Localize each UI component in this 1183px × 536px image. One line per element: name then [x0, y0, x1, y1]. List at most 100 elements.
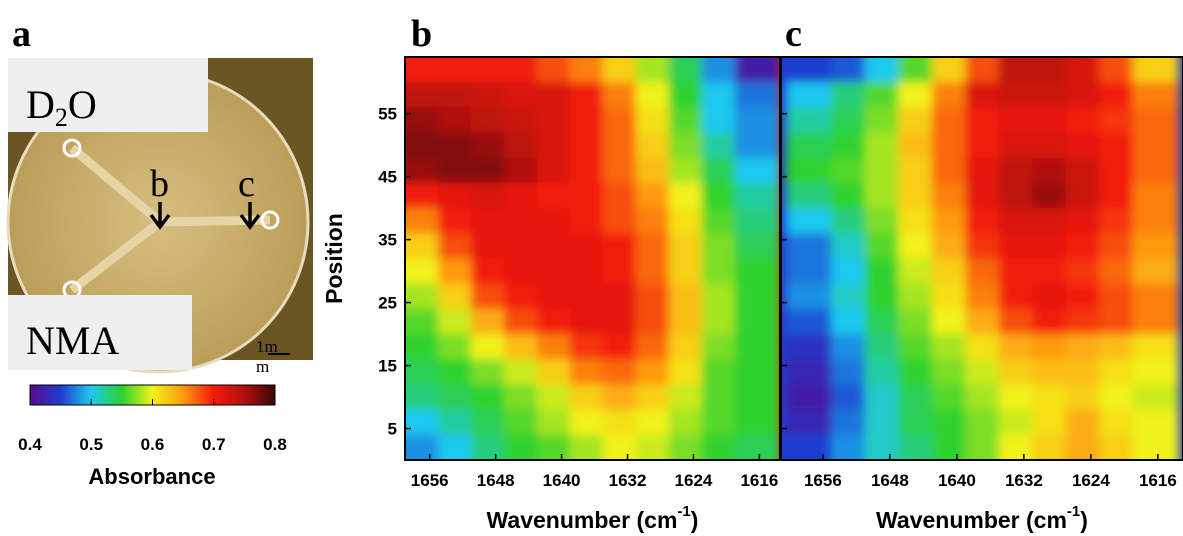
heatmap-cell — [437, 359, 472, 386]
heatmap-cell — [701, 334, 736, 361]
x-tick-label: 1624 — [1072, 471, 1110, 490]
heatmap-cell — [785, 308, 833, 336]
arrow — [239, 202, 261, 230]
heatmap-cell — [602, 384, 637, 411]
plot-area — [781, 57, 1183, 460]
heatmap-cell — [785, 208, 833, 235]
heatmap-cell — [437, 57, 472, 84]
heatmap-cell — [569, 182, 604, 210]
heatmap-cell — [998, 82, 1034, 109]
y-tick-label: 55 — [378, 105, 397, 124]
heatmap-cell — [602, 132, 637, 159]
heatmap-cell — [1065, 409, 1101, 436]
heatmap-cell — [831, 107, 866, 134]
heatmap-cell — [701, 283, 736, 310]
heatmap-cell — [635, 157, 670, 184]
heatmap-cell — [602, 308, 637, 336]
heatmap-cell — [864, 283, 900, 310]
heatmap-cell — [965, 359, 1000, 386]
heatmap-cell — [1032, 208, 1067, 235]
heatmap-cell — [998, 434, 1034, 460]
heatmap-cell — [701, 233, 736, 260]
heatmap-cell — [536, 182, 571, 210]
heatmap-cell — [635, 233, 670, 260]
label-main: D — [26, 82, 55, 127]
heatmap-cell — [668, 283, 703, 310]
heatmap-cell — [1132, 334, 1180, 361]
heatmap-cell — [898, 434, 933, 460]
heatmap-cell — [635, 208, 670, 235]
heatmap-cell — [536, 409, 571, 436]
heatmap-cell — [734, 157, 780, 184]
heatmap-cell — [701, 434, 736, 460]
heatmap-cell — [1065, 384, 1101, 411]
heatmap-cell — [405, 182, 439, 210]
heatmap-cell — [536, 384, 571, 411]
heatmap-cell — [898, 283, 933, 310]
heatmap-cell — [734, 182, 780, 210]
colorbar-tick-label: 0.5 — [79, 435, 103, 454]
x-axis-title-main: Wavenumber (cm — [487, 507, 678, 533]
heatmap-cell — [864, 157, 900, 184]
x-tick-label: 1640 — [543, 471, 581, 490]
heatmap-cell — [931, 57, 967, 84]
panel-label: a — [12, 13, 31, 55]
heatmap-cell — [1032, 233, 1067, 260]
heatmap-cell — [931, 384, 967, 411]
colorbar-title: Absorbance — [88, 464, 215, 489]
y-axis-title: Position — [321, 213, 347, 304]
heatmap-cell — [1032, 359, 1067, 386]
heatmap-cell — [1065, 308, 1101, 336]
heatmap-cell — [1032, 157, 1067, 184]
heatmap-cell — [701, 182, 736, 210]
heatmap-cell — [898, 82, 933, 109]
heatmap-cell — [965, 132, 1000, 159]
heatmap-cell — [1132, 308, 1180, 336]
heatmap-cell — [931, 334, 967, 361]
heatmap-cell — [569, 308, 604, 336]
heatmap-cell — [785, 359, 833, 386]
heatmap-cell — [602, 82, 637, 109]
x-tick-label: 1624 — [675, 471, 713, 490]
heatmap-cell — [569, 233, 604, 260]
y-tick-label: 5 — [388, 420, 397, 439]
heatmap — [405, 57, 780, 460]
heatmap-cell — [470, 283, 505, 310]
heatmap-cell — [785, 233, 833, 260]
heatmap-cell — [635, 359, 670, 386]
heatmap-cell — [602, 283, 637, 310]
heatmap-cell — [831, 283, 866, 310]
heatmap-cell — [734, 82, 780, 109]
heatmap-cell — [931, 82, 967, 109]
heatmap-cell — [470, 359, 505, 386]
heatmap-cell — [602, 157, 637, 184]
heatmap-cell — [898, 107, 933, 134]
heatmap-cell — [965, 182, 1000, 210]
heatmap-cell — [602, 208, 637, 235]
heatmap-cell — [898, 258, 933, 285]
heatmap-cell — [1099, 384, 1134, 411]
heatmap-cell — [668, 308, 703, 336]
heatmap-cell — [1065, 434, 1101, 460]
heatmap-cell — [503, 57, 538, 84]
heatmap-cell — [405, 107, 439, 134]
x-tick-label: 1616 — [1139, 471, 1177, 490]
heatmap-cell — [635, 82, 670, 109]
arrow-label: c — [238, 163, 255, 205]
heatmap-cell — [931, 107, 967, 134]
heatmap-cell — [437, 258, 472, 285]
heatmap-cell — [965, 334, 1000, 361]
heatmap-cell — [965, 283, 1000, 310]
heatmap-cell — [437, 208, 472, 235]
heatmap-cell — [831, 409, 866, 436]
heatmap-cell — [470, 258, 505, 285]
heatmap-cell — [503, 107, 538, 134]
heatmap-cell — [470, 334, 505, 361]
heatmap-cell — [1032, 82, 1067, 109]
x-tick-label: 1648 — [477, 471, 515, 490]
heatmap-cell — [668, 258, 703, 285]
heatmap-cell — [785, 182, 833, 210]
heatmap-cell — [503, 82, 538, 109]
heatmap-cell — [864, 57, 900, 84]
